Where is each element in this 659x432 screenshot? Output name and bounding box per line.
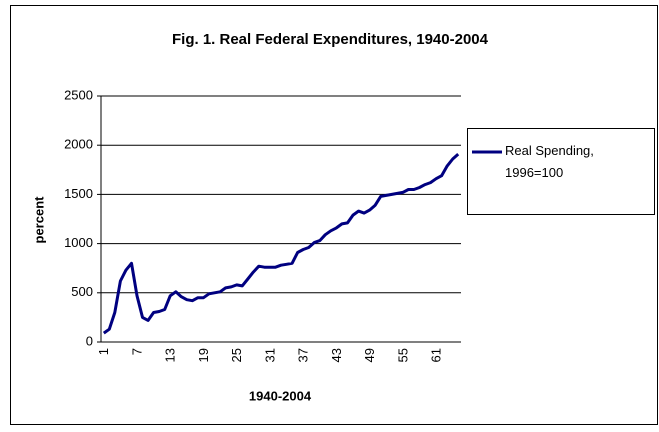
y-tick-label: 2500 — [64, 87, 93, 102]
x-tick-label: 55 — [395, 348, 410, 362]
y-tick-label: 500 — [71, 284, 93, 299]
x-tick-label: 7 — [129, 348, 144, 355]
x-tick-label: 1 — [96, 348, 111, 355]
x-tick-label: 43 — [329, 348, 344, 362]
y-tick-label: 1500 — [64, 186, 93, 201]
x-tick-label: 37 — [296, 348, 311, 362]
legend-label: Real Spending, 1996=100 — [505, 143, 594, 180]
x-tick-label: 31 — [262, 348, 277, 362]
y-tick-label: 2000 — [64, 137, 93, 152]
y-tick-label: 1000 — [64, 235, 93, 250]
x-tick-label: 49 — [362, 348, 377, 362]
y-axis-title: percent — [31, 196, 46, 244]
data-line — [102, 152, 460, 335]
x-tick-label: 13 — [163, 348, 178, 362]
x-axis-title: 1940-2004 — [249, 388, 312, 403]
y-tick-label: 0 — [86, 333, 93, 348]
legend-box — [467, 128, 655, 215]
x-tick-label: 19 — [196, 348, 211, 362]
x-tick-label: 25 — [229, 348, 244, 362]
x-tick-label: 61 — [429, 348, 444, 362]
chart-title: Fig. 1. Real Federal Expenditures, 1940-… — [172, 31, 489, 48]
